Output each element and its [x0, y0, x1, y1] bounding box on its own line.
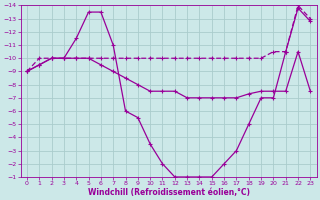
X-axis label: Windchill (Refroidissement éolien,°C): Windchill (Refroidissement éolien,°C) [88, 188, 250, 197]
